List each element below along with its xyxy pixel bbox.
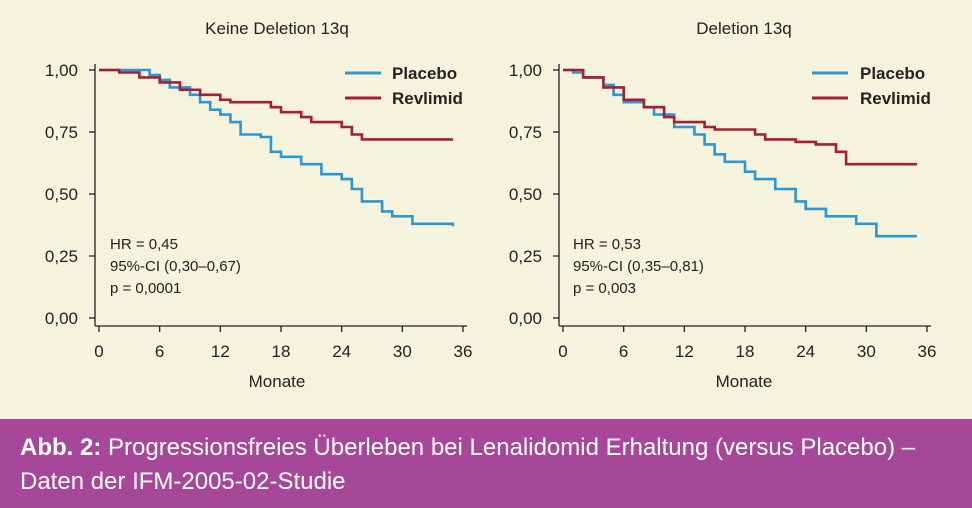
stat-annotation: p = 0,003 (573, 280, 636, 297)
caption-text-1: Progressionsfreies Überleben bei Lenalid… (101, 434, 916, 461)
stat-annotation: p = 0,0001 (110, 280, 181, 297)
x-tick-label: 36 (918, 342, 937, 361)
y-tick-label: 1,00 (45, 61, 78, 80)
x-tick-label: 18 (736, 342, 755, 361)
stat-annotation: 95%-CI (0,30–0,67) (110, 258, 241, 275)
series-line-placebo (563, 68, 917, 238)
stat-annotation: HR = 0,53 (573, 236, 641, 253)
series-line-revlimid (563, 68, 917, 166)
x-tick-label: 12 (675, 342, 694, 361)
x-tick-label: 24 (332, 342, 351, 361)
y-tick-label: 1,00 (509, 61, 542, 80)
x-tick-label: 0 (94, 342, 103, 361)
legend-label-placebo: Placebo (860, 64, 925, 83)
x-tick-label: 18 (272, 342, 291, 361)
x-axis-label: Monate (249, 372, 306, 391)
y-tick-label: 0,00 (509, 309, 542, 328)
y-tick-label: 0,75 (509, 123, 542, 142)
y-tick-label: 0,25 (509, 247, 542, 266)
caption-label: Abb. 2: (20, 434, 102, 461)
stat-annotation: HR = 0,45 (110, 236, 178, 253)
legend-label-revlimid: Revlimid (860, 89, 931, 108)
x-tick-label: 24 (796, 342, 815, 361)
chart-title: Deletion 13q (696, 19, 791, 38)
x-tick-label: 6 (619, 342, 628, 361)
y-tick-label: 0,00 (45, 309, 78, 328)
x-tick-label: 36 (454, 342, 473, 361)
y-tick-label: 0,25 (45, 247, 78, 266)
legend-label-revlimid: Revlimid (392, 89, 463, 108)
caption-line-1: Abb. 2: Progressionsfreies Überleben bei… (20, 431, 952, 465)
caption-line-2: Daten der IFM-2005-02-Studie (20, 468, 346, 495)
legend-label-placebo: Placebo (392, 64, 457, 83)
x-axis-label: Monate (716, 372, 773, 391)
figure-panel: Keine Deletion 13q 0,00 0,25 0,50 0,75 1,00 0 6… (44, 19, 937, 391)
y-tick-label: 0,50 (45, 185, 78, 204)
km-charts: Keine Deletion 13q 0,00 0,25 0,50 0,75 1,00 0 6… (45, 19, 937, 391)
stat-annotation: 95%-CI (0,35–0,81) (573, 258, 704, 275)
x-tick-label: 30 (857, 342, 876, 361)
x-tick-label: 30 (393, 342, 412, 361)
figure-caption: Abb. 2: Progressionsfreies Überleben bei… (0, 419, 972, 508)
y-tick-label: 0,75 (45, 123, 78, 142)
x-tick-label: 12 (211, 342, 230, 361)
series-line-revlimid (99, 68, 453, 141)
x-tick-label: 6 (155, 342, 164, 361)
series-line-placebo (99, 68, 455, 227)
chart-title: Keine Deletion 13q (205, 19, 349, 38)
x-tick-label: 0 (558, 342, 567, 361)
y-tick-label: 0,50 (509, 185, 542, 204)
